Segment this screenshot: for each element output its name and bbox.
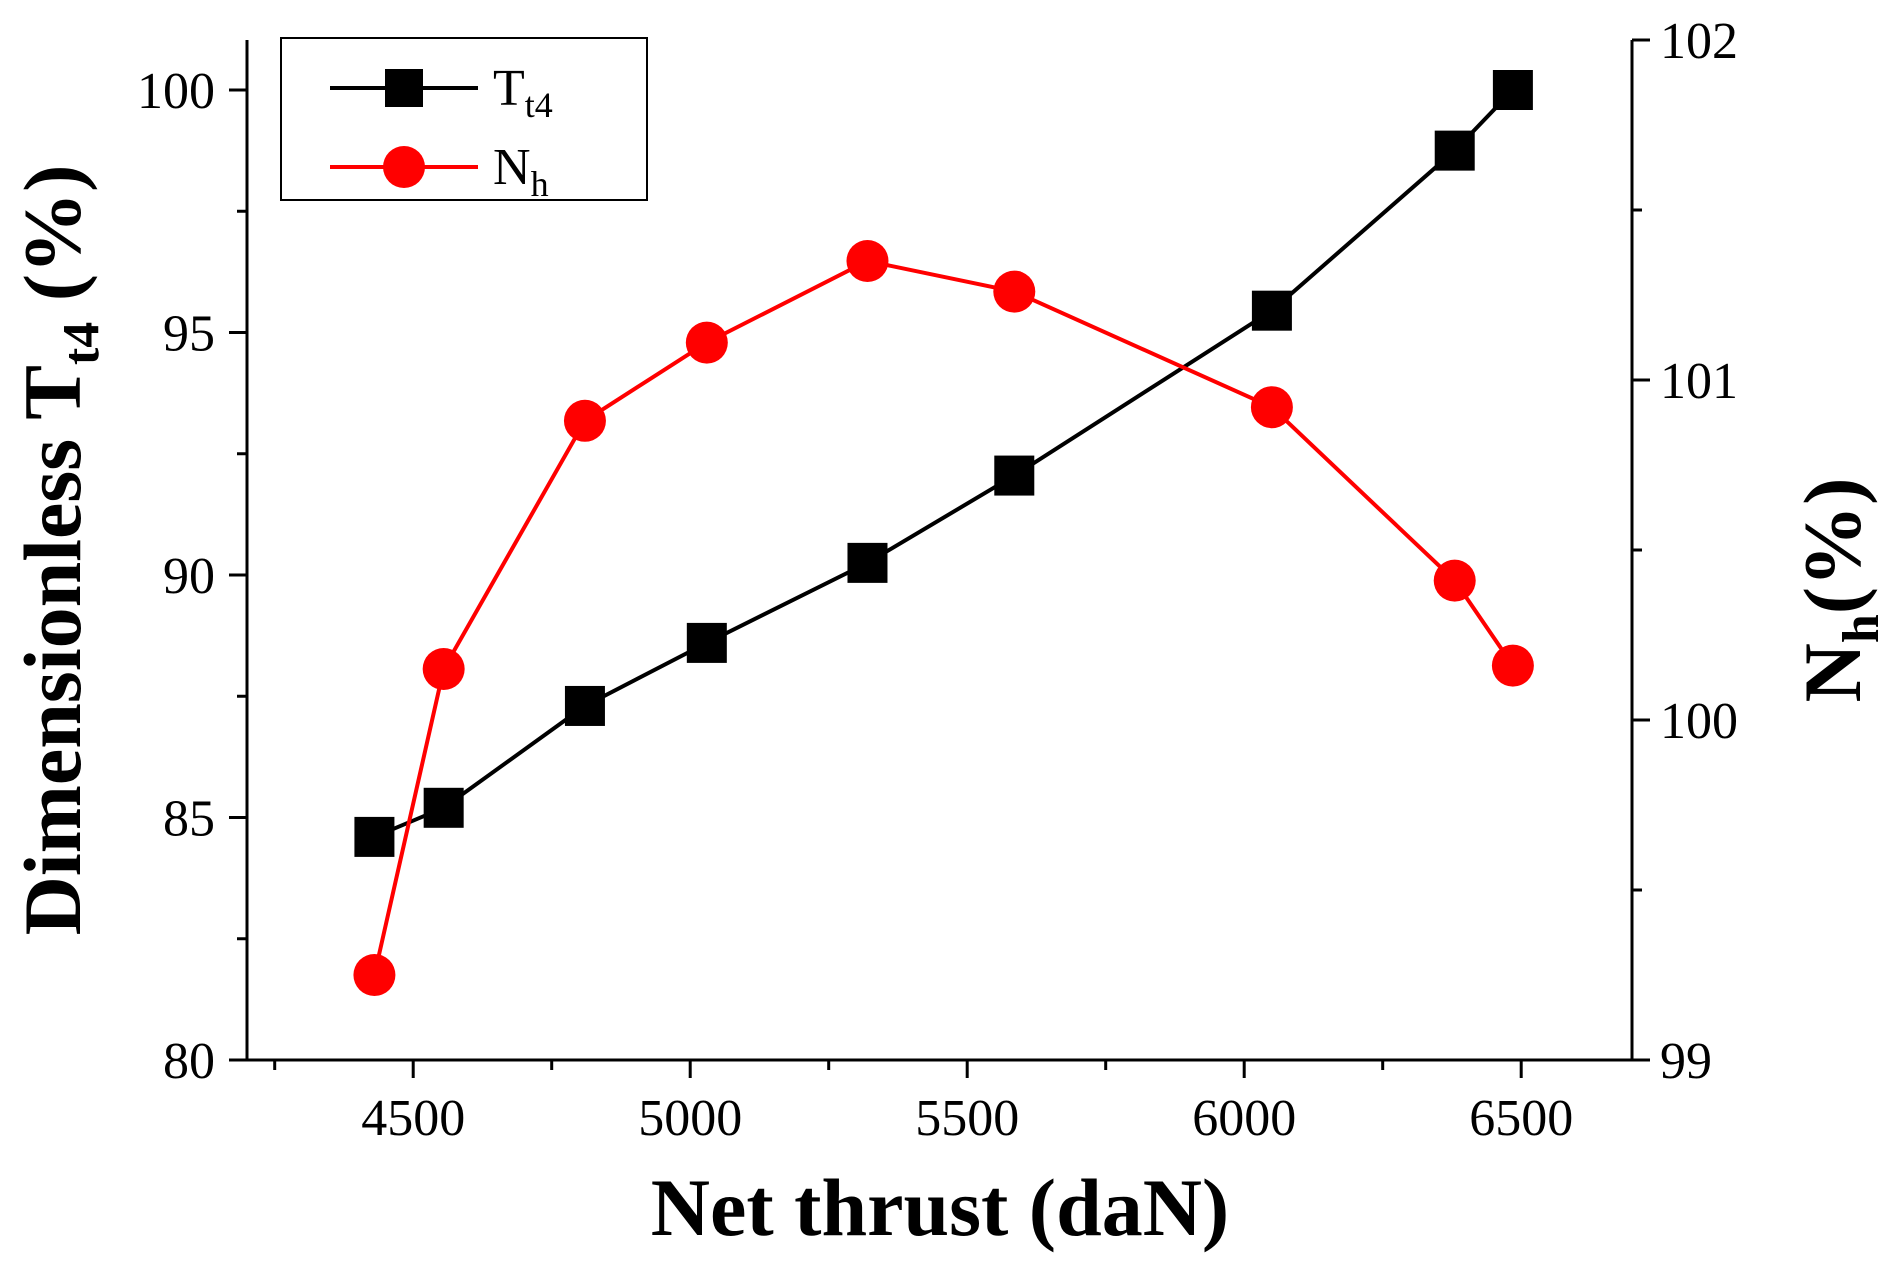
- data-point-tt4: [847, 542, 888, 583]
- series-line-nh: [372, 258, 1515, 976]
- series-tt4: [354, 70, 1533, 857]
- legend-box: [280, 37, 648, 201]
- right-y-tick-label: 101: [1660, 353, 1738, 410]
- legend: Tt4 Nh: [280, 37, 648, 204]
- legend-label-tt4: Tt4: [493, 60, 553, 125]
- data-point-tt4: [1492, 70, 1533, 110]
- left-y-tick-label: 80: [163, 1033, 215, 1090]
- series-layer: [353, 70, 1534, 996]
- data-point-tt4: [1434, 130, 1475, 171]
- right-y-tick-label: 99: [1660, 1033, 1712, 1090]
- legend-marker-square: [385, 69, 423, 107]
- left-y-tick-label: 85: [163, 791, 215, 848]
- x-tick-label: 5000: [638, 1090, 742, 1147]
- x-axis-title: Net thrust (daN): [651, 1162, 1229, 1253]
- series-nh: [353, 240, 1534, 996]
- data-point-tt4: [686, 622, 727, 663]
- legend-entry-tt4: Tt4: [330, 60, 553, 125]
- left-y-tick-label: 100: [137, 63, 215, 120]
- data-point-tt4: [354, 816, 395, 857]
- data-point-nh: [563, 399, 606, 442]
- x-tick-label: 4500: [361, 1090, 465, 1147]
- x-tick-label: 6000: [1192, 1090, 1296, 1147]
- x-ticks: 4500 5000 5500 6000 6500: [273, 1060, 1573, 1147]
- data-point-tt4: [1251, 290, 1292, 331]
- x-tick-label: 6500: [1469, 1090, 1573, 1147]
- right-y-ticks: 99 100 101 102: [1632, 13, 1738, 1090]
- x-tick-label: 5500: [915, 1090, 1019, 1147]
- data-point-tt4: [423, 787, 464, 828]
- data-point-tt4: [994, 455, 1035, 496]
- right-y-axis-title: Nh(%): [1787, 478, 1890, 703]
- data-point-nh: [993, 270, 1036, 313]
- data-point-nh: [422, 648, 465, 690]
- left-y-axis-title: Dimensionless Tt4 (%): [7, 165, 110, 936]
- right-y-tick-label: 100: [1660, 693, 1738, 750]
- left-y-ticks: 80 85 90 95 100: [137, 63, 247, 1090]
- left-y-tick-label: 95: [163, 306, 215, 363]
- data-point-nh: [353, 954, 396, 996]
- data-point-nh: [1250, 386, 1293, 429]
- legend-label-nh: Nh: [493, 139, 549, 204]
- data-point-nh: [1491, 644, 1534, 687]
- legend-entry-nh: Nh: [330, 139, 549, 204]
- data-point-nh: [1433, 559, 1476, 602]
- data-point-nh: [685, 321, 728, 364]
- data-point-tt4: [564, 685, 605, 726]
- data-point-nh: [846, 240, 889, 282]
- right-y-tick-label: 102: [1660, 13, 1738, 70]
- legend-marker-circle: [383, 146, 425, 188]
- left-y-tick-label: 90: [163, 548, 215, 605]
